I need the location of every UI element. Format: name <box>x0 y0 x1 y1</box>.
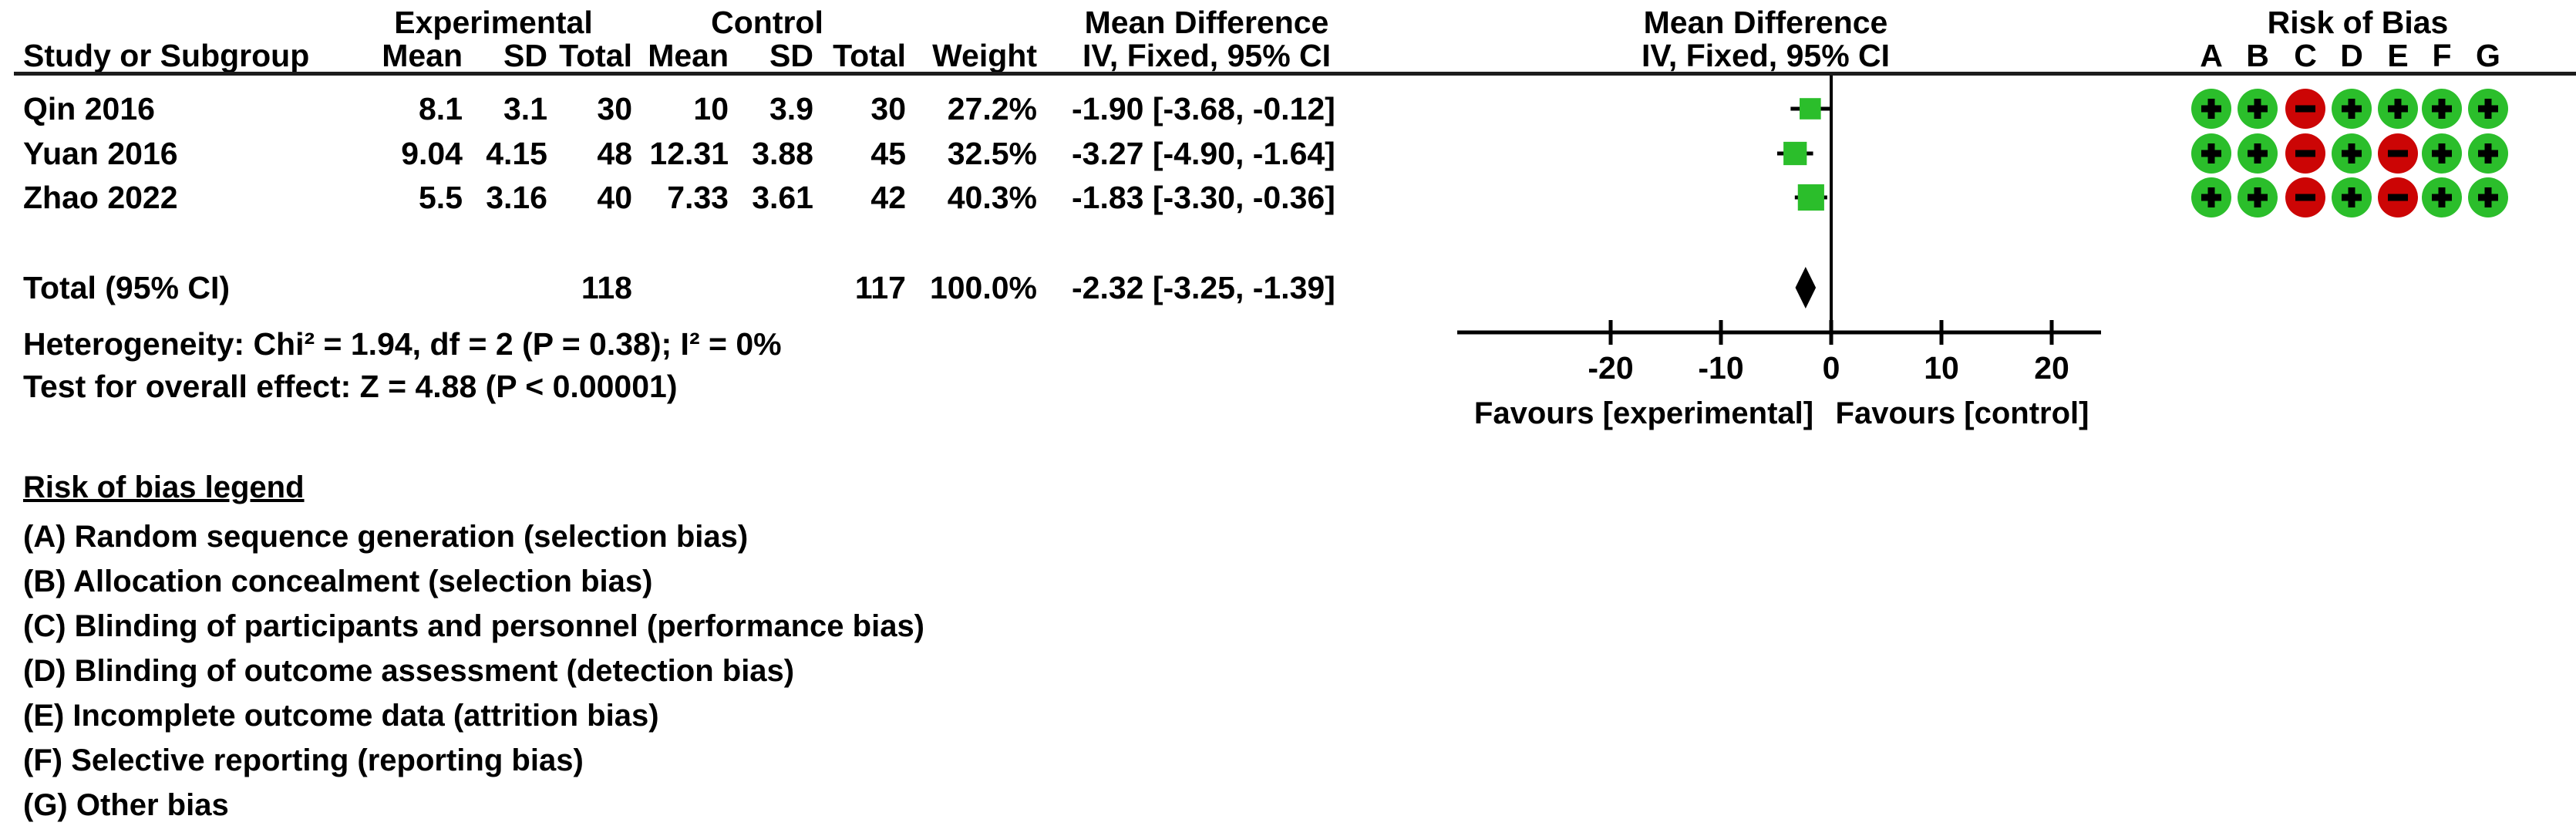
rob-letter-A: A <box>2200 38 2223 73</box>
favours-control-label: Favours [control] <box>1835 396 2089 430</box>
total-ctrl-n: 117 <box>854 270 906 305</box>
col-header-ctrl-mean: Mean <box>648 38 729 73</box>
study-ctrl-sd: 3.9 <box>769 91 813 126</box>
study-exp-mean: 9.04 <box>401 136 463 171</box>
study-exp-sd: 3.1 <box>503 91 547 126</box>
study-weight: 32.5% <box>947 136 1037 171</box>
heterogeneity-line: Heterogeneity: Chi² = 1.94, df = 2 (P = … <box>23 326 782 362</box>
rob-letter-D: D <box>2340 38 2363 73</box>
col-header-mean-difference-plot: Mean Difference <box>1643 5 1888 40</box>
total-exp-n: 118 <box>581 270 632 305</box>
study-ctrl-total: 42 <box>870 180 906 215</box>
col-header-iv-plot: IV, Fixed, 95% CI <box>1641 38 1891 73</box>
study-exp-total: 40 <box>597 180 632 215</box>
study-ci-text: -1.90 [-3.68, -0.12] <box>1072 91 1335 126</box>
study-ctrl-mean: 10 <box>693 91 729 126</box>
col-header-control: Control <box>711 5 823 40</box>
col-header-weight: Weight <box>932 38 1037 73</box>
rob-legend-item: (A) Random sequence generation (selectio… <box>23 520 749 554</box>
axis-tick-label: -10 <box>1698 350 1743 386</box>
rob-letter-G: G <box>2476 38 2500 73</box>
study-ctrl-mean: 7.33 <box>667 180 729 215</box>
effect-square <box>1797 184 1824 211</box>
study-exp-total: 48 <box>597 136 632 171</box>
col-header-experimental: Experimental <box>394 5 593 40</box>
total-row-label: Total (95% CI) <box>23 270 231 305</box>
total-ci-text: -2.32 [-3.25, -1.39] <box>1072 270 1335 305</box>
study-exp-total: 30 <box>597 91 632 126</box>
study-weight: 40.3% <box>947 180 1037 215</box>
col-header-mean-difference-text: Mean Difference <box>1084 5 1329 40</box>
study-ctrl-total: 45 <box>870 136 906 171</box>
study-name: Zhao 2022 <box>23 180 178 215</box>
rob-letter-E: E <box>2387 38 2409 73</box>
col-header-risk-of-bias: Risk of Bias <box>2267 5 2449 40</box>
rob-letter-B: B <box>2246 38 2269 73</box>
col-header-iv-text: IV, Fixed, 95% CI <box>1082 38 1332 73</box>
axis-tick-label: -20 <box>1588 350 1633 386</box>
axis-tick-label: 20 <box>2034 350 2069 386</box>
rob-legend-item: (F) Selective reporting (reporting bias) <box>23 743 584 777</box>
axis-tick-label: 0 <box>1823 350 1840 386</box>
study-ci-text: -1.83 [-3.30, -0.36] <box>1072 180 1335 215</box>
col-header-study: Study or Subgroup <box>23 38 310 73</box>
effect-square <box>1800 98 1821 120</box>
total-weight: 100.0% <box>929 270 1037 305</box>
axis-tick-label: 10 <box>1924 350 1959 386</box>
col-header-exp-total: Total <box>559 38 632 73</box>
study-ci-text: -3.27 [-4.90, -1.64] <box>1072 136 1335 171</box>
study-exp-mean: 5.5 <box>419 180 463 215</box>
col-header-ctrl-total: Total <box>833 38 906 73</box>
rob-legend-item: (B) Allocation concealment (selection bi… <box>23 565 653 598</box>
study-exp-mean: 8.1 <box>419 91 463 126</box>
col-header-exp-mean: Mean <box>382 38 463 73</box>
col-header-ctrl-sd: SD <box>769 38 813 73</box>
rob-legend-item: (E) Incomplete outcome data (attrition b… <box>23 699 659 733</box>
effect-square <box>1783 141 1807 166</box>
header-divider-line <box>14 72 2576 76</box>
rob-legend-item: (G) Other bias <box>23 788 229 822</box>
forest-plot-area: -20 -10 0 10 20 <box>1457 76 2101 386</box>
overall-effect-line: Test for overall effect: Z = 4.88 (P < 0… <box>23 369 678 404</box>
study-ctrl-sd: 3.88 <box>752 136 813 171</box>
study-name: Qin 2016 <box>23 91 155 126</box>
rob-letter-C: C <box>2294 38 2317 73</box>
study-weight: 27.2% <box>947 91 1037 126</box>
rob-legend-item: (C) Blinding of participants and personn… <box>23 609 925 643</box>
rob-legend-title: Risk of bias legend <box>23 470 305 504</box>
study-ctrl-mean: 12.31 <box>649 136 729 171</box>
col-header-exp-sd: SD <box>503 38 547 73</box>
favours-experimental-label: Favours [experimental] <box>1473 396 1814 430</box>
rob-letter-F: F <box>2432 38 2452 73</box>
study-ctrl-sd: 3.61 <box>752 180 813 215</box>
risk-of-bias-matrix <box>2191 89 2508 217</box>
study-ctrl-total: 30 <box>870 91 906 126</box>
study-exp-sd: 4.15 <box>486 136 547 171</box>
rob-legend-item: (D) Blinding of outcome assessment (dete… <box>23 654 795 688</box>
study-name: Yuan 2016 <box>23 136 178 171</box>
study-exp-sd: 3.16 <box>486 180 547 215</box>
total-diamond <box>1795 267 1817 308</box>
